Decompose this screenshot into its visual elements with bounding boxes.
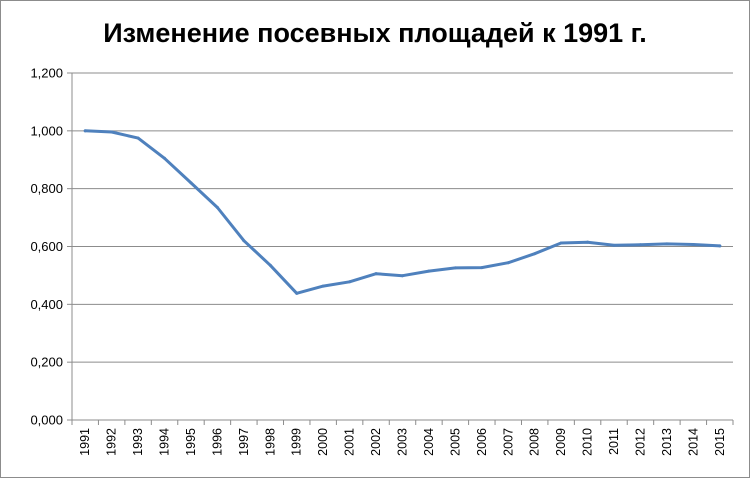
x-tick-label: 2005 (448, 428, 462, 456)
data-point (718, 244, 722, 248)
x-tick-label: 1993 (131, 428, 145, 456)
y-tick-label: 0,000 (30, 413, 63, 428)
data-point (559, 241, 563, 245)
x-tick-labels: 1991 1992 1993 1994 1995 1996 1997 1998 1999 2000… (78, 428, 727, 456)
data-point (638, 243, 642, 247)
data-point (189, 181, 193, 185)
data-point (215, 205, 219, 209)
x-tick-label: 2003 (396, 428, 410, 456)
data-point (83, 129, 87, 133)
data-point (295, 291, 299, 295)
x-tick-label: 2010 (581, 428, 595, 456)
data-point (586, 240, 590, 244)
data-point (480, 266, 484, 270)
data-point (453, 266, 457, 270)
x-tick-label: 2012 (633, 428, 647, 456)
data-point (242, 239, 246, 243)
y-tick-label: 0,400 (30, 297, 63, 312)
y-tick-label: 0,600 (30, 239, 63, 254)
data-point (533, 252, 537, 256)
axes (67, 72, 734, 425)
series-line (83, 129, 722, 295)
x-tick-label: 1999 (290, 428, 304, 456)
x-tick-label: 2006 (475, 428, 489, 456)
x-tick-label: 2009 (554, 428, 568, 456)
data-point (665, 242, 669, 246)
gridlines (72, 72, 733, 363)
x-tick-label: 2004 (422, 428, 436, 456)
x-tick-label: 2001 (343, 428, 357, 456)
x-tick-label: 2014 (686, 428, 700, 456)
x-tick-label: 2008 (528, 428, 542, 456)
x-tick-label: 2007 (501, 428, 515, 456)
y-tick-label: 1,000 (30, 123, 63, 138)
x-tick-label: 2013 (660, 428, 674, 456)
x-tick-label: 2002 (369, 428, 383, 456)
data-point (691, 242, 695, 246)
data-point (348, 280, 352, 284)
x-tick-label: 1992 (105, 428, 119, 456)
data-point (506, 261, 510, 265)
data-point (401, 274, 404, 278)
data-point (110, 130, 114, 134)
data-point (268, 263, 272, 267)
data-point (321, 284, 325, 288)
y-tick-label: 1,200 (30, 66, 63, 81)
data-point (136, 136, 140, 140)
data-point (163, 156, 167, 160)
x-tick-label: 1997 (237, 428, 251, 456)
x-tick-label: 2011 (607, 428, 621, 455)
y-tick-label: 0,800 (30, 181, 63, 196)
x-tick-label: 2000 (316, 428, 330, 456)
x-tick-label: 1995 (184, 428, 198, 456)
y-tick-label: 0,200 (30, 355, 63, 370)
x-tick-label: 1996 (210, 428, 224, 456)
data-point (374, 272, 378, 276)
y-tick-labels: 0,000 0,200 0,400 0,600 0,800 1,000 1,200 (30, 66, 63, 428)
x-tick-label: 2015 (713, 428, 727, 456)
chart-title: Изменение посевных площадей к 1991 г. (103, 18, 647, 48)
x-tick-label: 1991 (78, 428, 92, 456)
x-tick-label: 1994 (158, 428, 172, 456)
data-point (427, 269, 431, 273)
series-group (83, 129, 722, 295)
x-tick-label: 1998 (263, 428, 277, 456)
data-point (612, 243, 616, 247)
